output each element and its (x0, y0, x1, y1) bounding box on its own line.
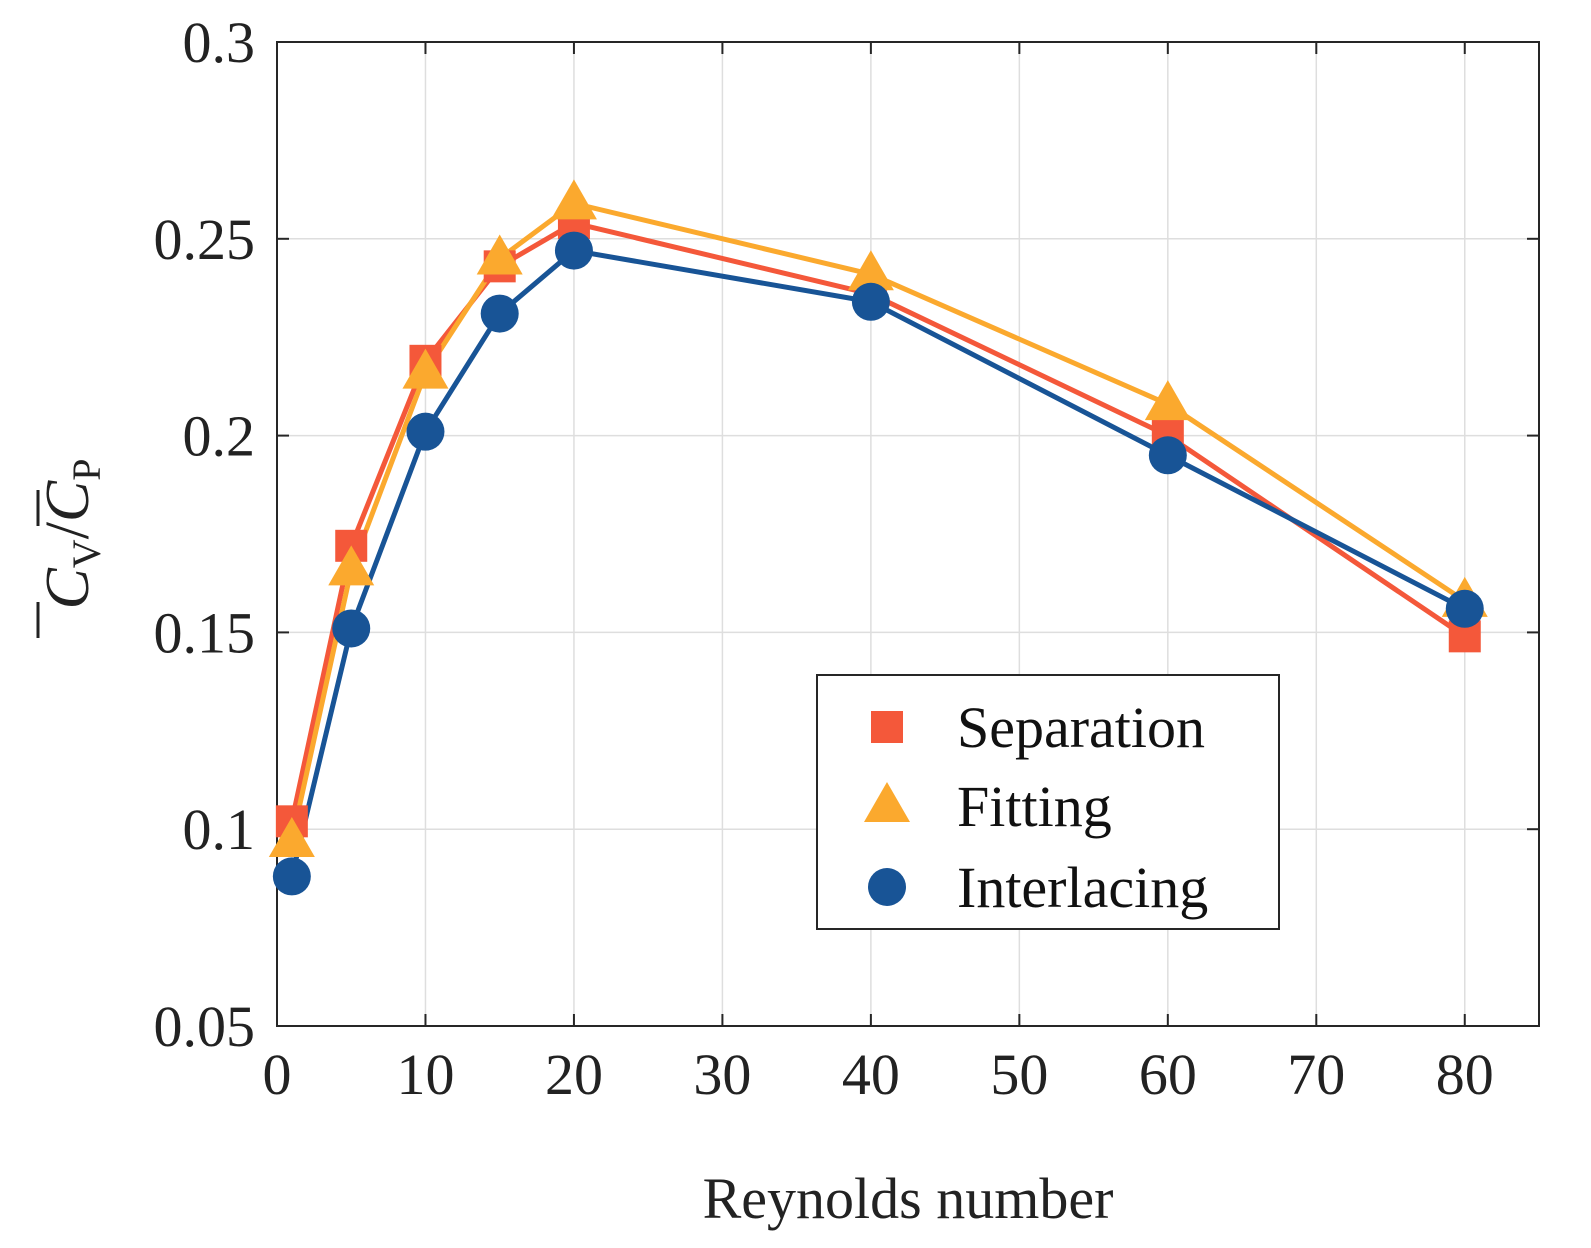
x-tick-label: 40 (842, 1042, 900, 1107)
x-tick-label: 20 (545, 1042, 603, 1107)
data-point-fitting (550, 179, 597, 220)
tick-marks (276, 41, 1539, 1027)
legend-entry-interlacing: Interlacing (868, 855, 1208, 920)
y-tick-label: 0.3 (183, 10, 256, 75)
x-tick-label: 80 (1436, 1042, 1494, 1107)
data-point-fitting (328, 545, 375, 586)
data-point-interlacing (480, 294, 519, 333)
data-point-interlacing (272, 857, 311, 896)
y-tick-label: 0.05 (154, 994, 256, 1059)
legend-entry-separation: Separation (871, 695, 1205, 760)
x-tick-label: 10 (396, 1042, 454, 1107)
data-point-fitting (1144, 380, 1191, 421)
y-label-denominator-subscript: P (64, 458, 109, 480)
svg-text:CV/CP: CV/CP (34, 458, 109, 609)
y-tick-labels: 0.05 0.1 0.15 0.2 0.25 0.3 (154, 10, 256, 1059)
x-tick-label: 30 (693, 1042, 751, 1107)
data-point-interlacing (332, 609, 371, 648)
data-point-fitting (402, 348, 449, 389)
series-line-interlacing (289, 248, 1466, 878)
series-line-separation (289, 220, 1467, 822)
x-tick-label: 70 (1287, 1042, 1345, 1107)
x-tick-labels: 0 10 20 30 40 50 60 70 80 (263, 1042, 1494, 1107)
legend: Separation Fitting Interlacing (816, 674, 1280, 930)
data-point-interlacing (406, 412, 445, 451)
legend-label-interlacing: Interlacing (957, 855, 1208, 920)
data-point-fitting (476, 234, 523, 275)
legend-label-fitting: Fitting (957, 774, 1112, 839)
data-point-interlacing (1148, 436, 1187, 475)
data-point-interlacing (851, 282, 890, 321)
series-markers (268, 179, 1488, 896)
data-point-interlacing (1445, 589, 1484, 628)
y-tick-label: 0.25 (154, 207, 256, 272)
legend-marker-interlacing (868, 868, 906, 906)
legend-marker-separation (871, 711, 903, 743)
x-tick-label: 50 (990, 1042, 1048, 1107)
y-label-separator: / (34, 521, 102, 539)
legend-marker-fitting (864, 782, 910, 822)
y-tick-label: 0.1 (183, 797, 256, 862)
y-axis-label: CV/CP (34, 458, 109, 638)
x-tick-label: 60 (1139, 1042, 1197, 1107)
data-point-fitting (847, 250, 894, 291)
data-point-interlacing (554, 231, 593, 270)
x-tick-label: 0 (263, 1042, 292, 1107)
plot-frame (276, 41, 1540, 1027)
legend-entry-fitting: Fitting (864, 774, 1112, 839)
data-point-fitting (268, 817, 315, 858)
y-label-numerator: C (34, 568, 102, 610)
legend-label-separation: Separation (957, 695, 1205, 760)
y-tick-label: 0.15 (154, 600, 256, 665)
y-tick-label: 0.2 (183, 404, 256, 469)
y-label-numerator-subscript: V (64, 539, 109, 568)
x-axis-label: Reynolds number (703, 1166, 1114, 1231)
y-label-denominator: C (34, 480, 102, 522)
